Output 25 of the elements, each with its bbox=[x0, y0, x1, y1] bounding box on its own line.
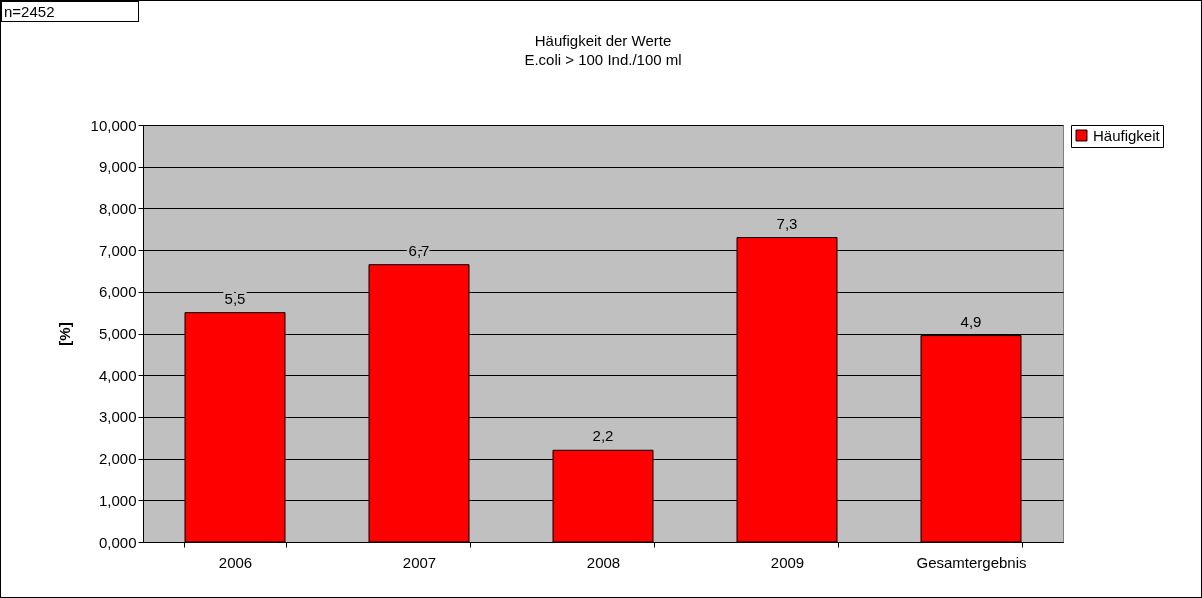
y-tick-label: 2,000 bbox=[98, 450, 137, 468]
y-tick-label: 9,000 bbox=[98, 158, 137, 176]
x-tick-label: Gesamtergebnis bbox=[916, 553, 1027, 571]
data-label: 4,9 bbox=[960, 312, 982, 330]
y-tick-label: 10,000 bbox=[90, 116, 137, 134]
y-tick-label: 6,000 bbox=[98, 283, 137, 301]
y-tick-label: 4,000 bbox=[98, 366, 137, 384]
y-tick-label: 1,000 bbox=[98, 491, 137, 509]
x-tick-label: 2006 bbox=[218, 553, 253, 571]
y-tick-label: 5,000 bbox=[98, 325, 137, 342]
y-tick-label: 3,000 bbox=[98, 408, 137, 426]
y-tick-label: 7,000 bbox=[98, 241, 137, 259]
legend-label: Häufigkeit bbox=[1093, 126, 1161, 144]
y-tick-label: 8,000 bbox=[98, 199, 137, 217]
x-tick-label: 2009 bbox=[770, 553, 805, 571]
data-label: 7,3 bbox=[776, 214, 798, 232]
x-tick-label: 2007 bbox=[402, 553, 437, 571]
x-tick-label: 2008 bbox=[586, 553, 621, 571]
data-label: 2,2 bbox=[592, 427, 614, 445]
y-tick-label: 0,000 bbox=[98, 533, 137, 551]
data-label: 5,5 bbox=[224, 289, 246, 307]
chart-subtitle: E.coli > 100 Ind./100 ml bbox=[524, 51, 682, 68]
y-axis-title: [%] bbox=[55, 322, 73, 346]
text: n=2452 bbox=[1, 1, 139, 22]
chart-title: Häufigkeit der Werte bbox=[534, 32, 672, 49]
